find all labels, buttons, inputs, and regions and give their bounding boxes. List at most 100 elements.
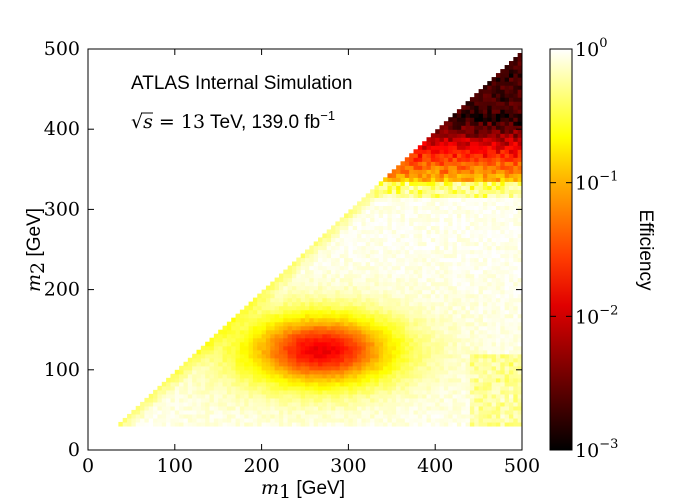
heatmap-cell xyxy=(474,353,480,359)
heatmap-cell xyxy=(409,297,415,303)
heatmap-cell xyxy=(387,229,393,235)
heatmap-cell xyxy=(413,193,419,198)
heatmap-cell xyxy=(474,413,480,419)
heatmap-cell xyxy=(222,337,228,343)
heatmap-cell xyxy=(413,349,419,355)
heatmap-cell xyxy=(365,317,371,323)
heatmap-cell xyxy=(443,373,449,379)
heatmap-cell xyxy=(374,305,380,311)
heatmap-cell xyxy=(235,377,241,383)
heatmap-cell xyxy=(348,221,354,227)
heatmap-cell xyxy=(383,265,389,271)
heatmap-cell xyxy=(339,253,345,259)
heatmap-cell xyxy=(140,421,146,427)
heatmap-cell xyxy=(404,161,410,166)
heatmap-cell xyxy=(391,321,397,327)
heatmap-cell xyxy=(439,253,445,259)
heatmap-cell xyxy=(326,329,332,335)
heatmap-cell xyxy=(326,337,332,343)
heatmap-cell xyxy=(309,285,315,291)
heatmap-cell xyxy=(187,397,193,403)
heatmap-cell xyxy=(235,329,241,335)
heatmap-cell xyxy=(474,165,480,170)
heatmap-cell xyxy=(443,245,449,251)
heatmap-cell xyxy=(443,145,449,150)
heatmap-cell xyxy=(344,217,349,223)
heatmap-cell xyxy=(400,385,406,391)
heatmap-cell xyxy=(517,93,522,98)
heatmap-cell xyxy=(517,117,522,122)
heatmap-cell xyxy=(370,209,376,215)
heatmap-cell xyxy=(374,213,380,219)
heatmap-cell xyxy=(461,345,467,351)
heatmap-cell xyxy=(400,169,406,174)
heatmap-cell xyxy=(335,385,341,391)
heatmap-cell xyxy=(244,373,250,379)
heatmap-cell xyxy=(383,273,389,279)
heatmap-cell xyxy=(465,157,471,162)
heatmap-cell xyxy=(413,157,419,162)
heatmap-cell xyxy=(361,377,367,383)
heatmap-cell xyxy=(508,241,514,247)
heatmap-cell xyxy=(504,121,510,126)
heatmap-cell xyxy=(196,365,202,371)
heatmap-cell xyxy=(400,409,406,415)
heatmap-cell xyxy=(495,145,501,150)
heatmap-cell xyxy=(400,241,406,247)
heatmap-cell xyxy=(370,385,376,391)
heatmap-cell xyxy=(296,377,302,383)
heatmap-cell xyxy=(426,329,432,335)
heatmap-cell xyxy=(348,241,354,247)
heatmap-cell xyxy=(383,389,389,395)
heatmap-cell xyxy=(383,181,389,186)
heatmap-cell xyxy=(443,413,449,419)
heatmap-cell xyxy=(400,193,406,198)
heatmap-cell xyxy=(170,401,176,407)
heatmap-cell xyxy=(465,349,471,355)
heatmap-cell xyxy=(435,409,441,415)
heatmap-cell xyxy=(504,297,510,303)
heatmap-cell xyxy=(322,365,328,371)
heatmap-cell xyxy=(383,177,389,182)
heatmap-cell xyxy=(183,365,189,371)
heatmap-cell xyxy=(235,417,241,423)
heatmap-cell xyxy=(248,397,254,403)
heatmap-cell xyxy=(469,101,475,106)
heatmap-cell xyxy=(513,237,519,243)
heatmap-cell xyxy=(313,313,319,319)
heatmap-cell xyxy=(430,217,436,223)
heatmap-cell xyxy=(252,337,258,343)
heatmap-cell xyxy=(339,417,345,423)
heatmap-cell xyxy=(305,361,310,367)
heatmap-cell xyxy=(491,229,497,235)
heatmap-cell xyxy=(452,325,458,331)
heatmap-cell xyxy=(517,365,522,371)
heatmap-cell xyxy=(339,229,345,235)
heatmap-cell xyxy=(517,121,522,126)
heatmap-cell xyxy=(348,309,354,315)
heatmap-cell xyxy=(448,137,454,142)
heatmap-cell xyxy=(508,69,514,74)
heatmap-cell xyxy=(435,321,441,327)
heatmap-cell xyxy=(339,305,345,311)
heatmap-cell xyxy=(517,345,522,351)
heatmap-cell xyxy=(413,149,419,154)
heatmap-cell xyxy=(348,289,354,295)
heatmap-cell xyxy=(439,317,445,323)
heatmap-cell xyxy=(469,129,475,134)
heatmap-cell xyxy=(218,401,224,407)
heatmap-cell xyxy=(504,149,510,154)
heatmap-cell xyxy=(313,273,319,279)
heatmap-cell xyxy=(313,281,319,287)
heatmap-cell xyxy=(513,337,519,343)
heatmap-cell xyxy=(469,109,475,114)
heatmap-cell xyxy=(443,353,449,359)
heatmap-cell xyxy=(278,357,284,363)
heatmap-cell xyxy=(274,309,280,315)
heatmap-cell xyxy=(357,213,363,219)
heatmap-cell xyxy=(361,217,367,223)
heatmap-cell xyxy=(465,169,471,174)
heatmap-cell xyxy=(443,421,449,427)
heatmap-cell xyxy=(517,225,522,231)
heatmap-cell xyxy=(448,149,454,154)
